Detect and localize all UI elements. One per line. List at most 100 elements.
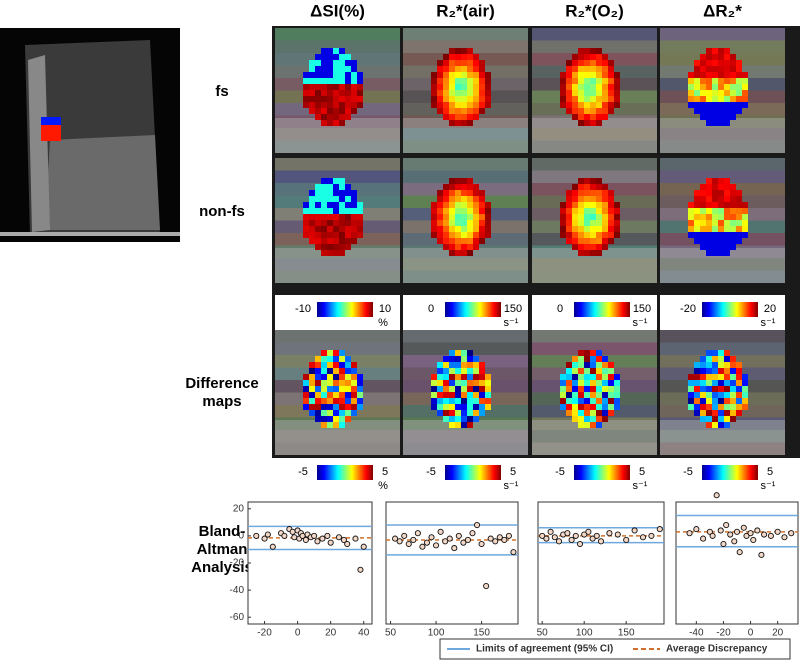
colorbar-max: 150 bbox=[504, 303, 522, 315]
map-pixel bbox=[694, 386, 700, 392]
map-pixel bbox=[321, 54, 327, 60]
map-pixel bbox=[706, 84, 712, 90]
colorbar-min: -5 bbox=[298, 466, 308, 478]
map-pixel bbox=[608, 404, 614, 410]
map-pixel bbox=[321, 96, 327, 102]
map-pixel bbox=[449, 184, 455, 190]
map-pixel bbox=[730, 54, 736, 60]
map-pixel bbox=[339, 208, 345, 214]
map-pixel bbox=[333, 190, 339, 196]
colorbar bbox=[574, 465, 630, 480]
map-pixel bbox=[455, 392, 461, 398]
map-pixel bbox=[706, 214, 712, 220]
map-pixel bbox=[572, 380, 578, 386]
map-pixel bbox=[724, 416, 730, 422]
map-pixel bbox=[467, 374, 473, 380]
map-pixel bbox=[461, 226, 467, 232]
map-pixel bbox=[321, 60, 327, 66]
thumb-pixel bbox=[53, 121, 57, 125]
map-pixel bbox=[327, 54, 333, 60]
data-point bbox=[455, 532, 462, 539]
colorbar-max: 5 bbox=[510, 466, 516, 478]
map-pixel bbox=[485, 78, 491, 84]
map-pixel bbox=[614, 380, 620, 386]
map-pixel bbox=[614, 214, 620, 220]
map-pixel bbox=[730, 380, 736, 386]
map-pixel bbox=[578, 54, 584, 60]
map-pixel bbox=[431, 208, 437, 214]
map-pixel bbox=[602, 102, 608, 108]
data-point bbox=[464, 536, 471, 544]
y-tick-label: -60 bbox=[230, 612, 245, 623]
map-pixel bbox=[566, 84, 572, 90]
data-point bbox=[261, 535, 268, 542]
map-pixel bbox=[590, 250, 596, 256]
map-pixel bbox=[479, 362, 485, 368]
map-pixel bbox=[461, 102, 467, 108]
map-pixel bbox=[309, 368, 315, 374]
map-pixel bbox=[333, 220, 339, 226]
panel-texture bbox=[403, 170, 528, 183]
data-point bbox=[392, 535, 399, 542]
map-pixel bbox=[461, 90, 467, 96]
map-pixel bbox=[566, 398, 572, 404]
map-pixel bbox=[578, 250, 584, 256]
map-pixel bbox=[345, 208, 351, 214]
map-pixel bbox=[742, 380, 748, 386]
map-pixel bbox=[730, 238, 736, 244]
map-pixel bbox=[590, 202, 596, 208]
map-pixel bbox=[700, 398, 706, 404]
map-pixel bbox=[479, 404, 485, 410]
map-pixel bbox=[724, 178, 730, 184]
map-pixel bbox=[566, 108, 572, 114]
map-pixel bbox=[345, 196, 351, 202]
map-pixel bbox=[590, 196, 596, 202]
map-pixel bbox=[473, 226, 479, 232]
map-pixel bbox=[584, 184, 590, 190]
map-pixel bbox=[437, 208, 443, 214]
map-pixel bbox=[694, 226, 700, 232]
map-pixel bbox=[724, 238, 730, 244]
map-pixel bbox=[437, 96, 443, 102]
map-pixel bbox=[315, 232, 321, 238]
map-pixel bbox=[321, 250, 327, 256]
data-point bbox=[428, 534, 435, 541]
map-pixel bbox=[706, 202, 712, 208]
map-pixel bbox=[590, 54, 596, 60]
map-pixel bbox=[566, 410, 572, 416]
map-pixel bbox=[443, 102, 449, 108]
map-pixel bbox=[572, 54, 578, 60]
map-pixel bbox=[584, 196, 590, 202]
map-pixel bbox=[315, 202, 321, 208]
panel-texture bbox=[275, 330, 400, 343]
map-pixel bbox=[596, 398, 602, 404]
map-pixel bbox=[688, 374, 694, 380]
colorbar-max: 5 bbox=[382, 466, 388, 478]
map-pixel bbox=[339, 72, 345, 78]
map-pixel bbox=[339, 84, 345, 90]
map-pixel bbox=[572, 362, 578, 368]
map-pixel bbox=[572, 84, 578, 90]
map-pixel bbox=[357, 392, 363, 398]
data-point bbox=[639, 534, 647, 541]
map-pixel bbox=[473, 60, 479, 66]
map-pixel bbox=[596, 250, 602, 256]
map-pixel bbox=[724, 60, 730, 66]
map-pixel bbox=[321, 114, 327, 120]
map-pixel bbox=[327, 96, 333, 102]
map-pixel bbox=[572, 226, 578, 232]
map-pixel bbox=[327, 114, 333, 120]
map-pixel bbox=[443, 404, 449, 410]
map-pixel bbox=[333, 398, 339, 404]
map-pixel bbox=[602, 386, 608, 392]
map-pixel bbox=[357, 96, 363, 102]
map-pixel bbox=[309, 362, 315, 368]
map-pixel bbox=[584, 226, 590, 232]
map-pixel bbox=[718, 250, 724, 256]
map-pixel bbox=[333, 96, 339, 102]
colorbar-unit: s⁻¹ bbox=[633, 317, 648, 329]
map-pixel bbox=[461, 374, 467, 380]
colorbar bbox=[702, 465, 758, 480]
map-pixel bbox=[578, 356, 584, 362]
map-panel bbox=[532, 158, 657, 283]
